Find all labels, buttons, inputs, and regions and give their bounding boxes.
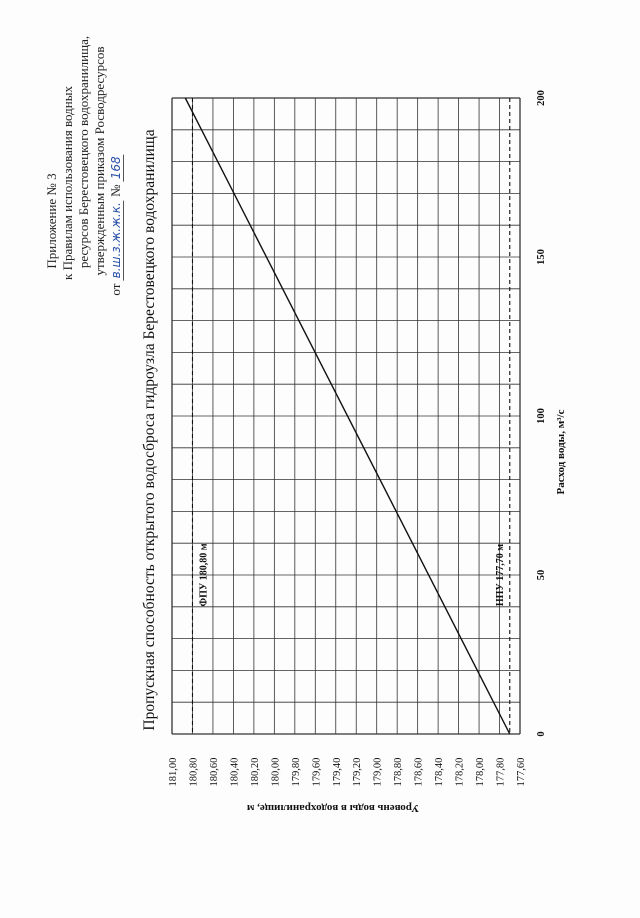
y-tick-label: 180,60 [209,758,220,787]
y-tick-label: 178,40 [434,758,445,787]
y-tick-label: 178,00 [475,758,486,787]
fpu-annotation-label: ФПУ 180,80 м [198,543,209,606]
y-tick-label: 179,20 [352,758,363,787]
x-tick-label: 0 [536,731,547,736]
y-tick-label: 177,60 [516,758,527,787]
y-tick-label: 180,40 [229,758,240,787]
x-tick-label: 150 [536,249,547,265]
discharge-curve-line [184,97,511,735]
npu-annotation-label: НПУ 177,70 м [495,544,506,606]
y-tick-label: 180,80 [188,758,199,787]
x-tick-label: 100 [536,408,547,424]
y-tick-label: 179,80 [291,758,302,787]
y-tick-label: 179,00 [373,758,384,787]
y-tick-label: 179,40 [332,758,343,787]
x-tick-label: 50 [536,570,547,581]
y-tick-label: 181,00 [168,758,179,787]
y-tick-label: 178,20 [455,758,466,787]
y-tick-label: 177,80 [496,758,507,787]
y-tick-label: 178,60 [414,758,425,787]
y-tick-label: 179,60 [311,758,322,787]
x-tick-label: 200 [536,90,547,106]
y-tick-label: 178,80 [393,758,404,787]
y-tick-label: 180,00 [270,758,281,787]
y-tick-label: 180,20 [250,758,261,787]
